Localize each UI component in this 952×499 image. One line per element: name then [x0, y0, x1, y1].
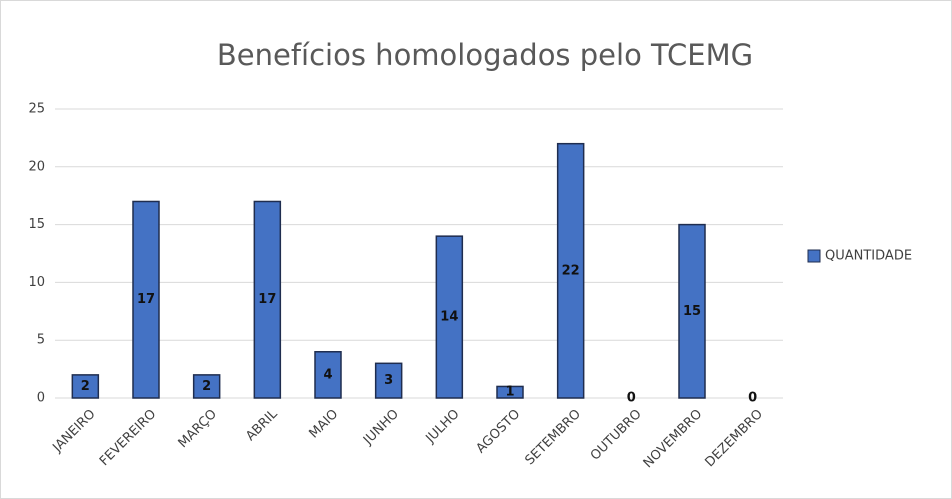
bar — [314, 351, 342, 399]
y-tick-label: 5 — [37, 333, 45, 348]
chart-title: Benefícios homologados pelo TCEMG — [217, 38, 753, 72]
bar — [132, 200, 160, 399]
data-label: 2 — [81, 379, 90, 394]
data-label: 2 — [202, 379, 211, 394]
data-label: 14 — [440, 310, 458, 325]
data-label: 15 — [683, 304, 701, 319]
bar — [678, 223, 706, 399]
data-label: 17 — [137, 292, 155, 307]
legend-swatch — [807, 249, 821, 263]
legend-label: QUANTIDADE — [825, 249, 912, 264]
data-label: 17 — [258, 292, 276, 307]
y-tick-label: 0 — [37, 391, 45, 406]
data-label: 0 — [627, 391, 636, 406]
bar — [71, 374, 100, 399]
bar — [496, 385, 524, 399]
y-tick-label: 20 — [28, 159, 45, 174]
bar — [253, 200, 282, 399]
data-label: 3 — [384, 373, 393, 388]
bar — [192, 374, 221, 399]
bar — [556, 142, 585, 399]
data-label: 22 — [562, 263, 580, 278]
data-label: 1 — [505, 385, 514, 400]
data-label: 0 — [748, 391, 757, 406]
y-tick-label: 25 — [28, 102, 45, 117]
bar — [374, 362, 403, 399]
data-label: 4 — [323, 367, 332, 382]
y-tick-label: 10 — [28, 275, 45, 290]
y-tick-label: 15 — [28, 217, 45, 232]
bar — [435, 235, 464, 399]
